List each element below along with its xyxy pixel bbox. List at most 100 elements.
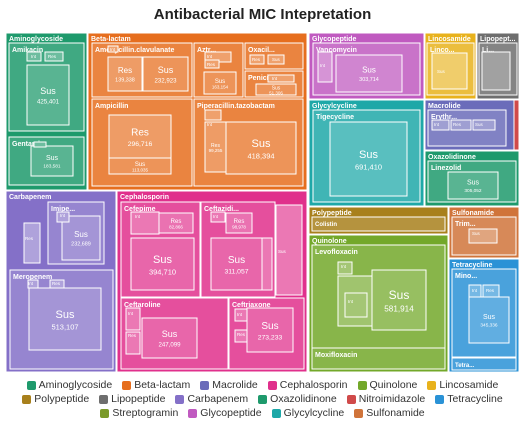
sub-tile-30 <box>468 228 498 244</box>
legend-item-lincosamide[interactable]: Lincosamide <box>427 379 498 392</box>
group-nitroimidazole <box>513 99 520 151</box>
tile-value-ceftazidi-res: 98,978 <box>232 225 246 230</box>
drug-label-amoxycillin-clavulanate: Amoxycillin.clavulanate <box>95 47 174 54</box>
sub-tile-24 <box>125 307 141 331</box>
sub-tile-23 <box>275 204 303 296</box>
tile-label-amoxycillin-clavulanate-res: Res <box>118 66 132 75</box>
group-label-cephalosporin: Cephalosporin <box>120 194 169 201</box>
drug-label-levofloxacin: Levofloxacin <box>315 249 358 256</box>
legend-swatch-oxazolidinone <box>258 395 268 404</box>
legend-item-tetracycline[interactable]: Tetracycline <box>435 393 503 406</box>
legend-item-nitroimidazole[interactable]: Nitroimidazole <box>346 393 425 406</box>
sub-tile-6 <box>249 54 265 65</box>
legend-swatch-aminoglycoside <box>26 381 36 390</box>
legend-item-glycylcycline[interactable]: Glycylcycline <box>271 407 344 420</box>
sub-tile-9 <box>204 109 222 121</box>
chart-title: Antibacterial MIC Intepretation <box>153 6 372 23</box>
legend-item-quinolone[interactable]: Quinolone <box>357 379 418 392</box>
legend: Aminoglycoside Beta-lactam Macrolide Cephal… <box>6 379 519 421</box>
legend-swatch-lincosamide <box>427 381 437 390</box>
tile-label-ampicillin-sus: Sus <box>135 162 145 168</box>
tile-label-mino-sus: Sus <box>483 314 496 321</box>
tiny-label-1: Res <box>48 54 57 59</box>
tiny-label-17: Sus <box>278 249 287 254</box>
legend-item-macrolide[interactable]: Macrolide <box>200 379 258 392</box>
legend-swatch-carbapenem <box>175 395 185 404</box>
drug-tetra <box>451 357 517 371</box>
drug-label-ampicillin: Ampicillin <box>95 103 128 110</box>
tiny-label-18: Int <box>237 312 243 317</box>
legend-label-quinolone: Quinolone <box>369 379 418 391</box>
tile-value-amoxycillin-clavulanate-sus: 232,923 <box>154 78 177 85</box>
group-label-glycopeptide: Glycopeptide <box>312 36 356 43</box>
tile-mino-sus <box>468 296 510 344</box>
tile-piperacillin-tazobactam-sus <box>225 121 297 175</box>
group-label-oxazolidinone: Oxazolidinone <box>428 154 476 161</box>
drug-label-tetra: Tetra... <box>455 363 475 369</box>
tiny-label-8: Int <box>207 122 213 127</box>
tiny-label-13: Int <box>135 214 141 219</box>
drug-moxifloxacin <box>311 347 446 370</box>
drug-label-trim: Trim... <box>455 221 476 228</box>
legend-item-polypeptide[interactable]: Polypeptide <box>22 393 89 406</box>
drug-label-linezolid: Linezolid <box>431 165 461 172</box>
drug-label-cefepime: Cefepime <box>124 206 156 213</box>
drug-label-oxacil: Oxacil... <box>248 47 275 54</box>
tile-label-meropenem-sus: Sus <box>56 309 75 321</box>
legend-item-streptogramin[interactable]: Streptogramin <box>100 407 178 420</box>
tile-levofloxacin-sus <box>371 269 427 331</box>
tiny-label-24: Sus <box>475 122 484 127</box>
sub-tile-1 <box>44 51 64 62</box>
legend-label-tetracycline: Tetracycline <box>447 393 503 405</box>
tiny-label-6: Sus <box>272 57 281 62</box>
legend-item-lipopeptide[interactable]: Lipopeptide <box>99 393 165 406</box>
sub-tile-3 <box>107 45 119 53</box>
legend-item-glycopeptide[interactable]: Glycopeptide <box>188 407 262 420</box>
tile-amoxycillin-clavulanate-res <box>107 56 143 92</box>
legend-swatch-polypeptide <box>22 395 32 404</box>
legend-swatch-streptogramin <box>100 409 110 418</box>
tile-label-tigecycline-sus: Sus <box>359 149 378 161</box>
legend-item-carbapenem[interactable]: Carbapenem <box>175 393 248 406</box>
legend-label-lincosamide: Lincosamide <box>439 379 499 391</box>
group-label-lincosamide: Lincosamide <box>428 36 471 43</box>
drug-label-tigecycline: Tigecycline <box>316 114 354 121</box>
sub-tile-22 <box>261 237 273 291</box>
tile-meropenem-sus <box>28 287 102 351</box>
group-label-tetracycline: Tetracycline <box>452 262 492 269</box>
legend-item-aminoglycoside[interactable]: Aminoglycoside <box>26 379 112 392</box>
tile-value-mino-sus: 345,336 <box>480 323 498 329</box>
tiny-label-23: Res <box>453 122 462 127</box>
sub-tile-20 <box>130 211 160 235</box>
tile-label-cefepime-res: Res <box>171 219 182 225</box>
legend-label-oxazolidinone: Oxazolidinone <box>270 393 337 405</box>
sub-tile-31 <box>468 284 482 298</box>
tile-imipe-sus <box>61 215 101 261</box>
legend-label-beta-lactam: Beta-lactam <box>134 379 191 391</box>
tiny-label-9: Int <box>28 281 34 286</box>
tile-ceftaroline-sus <box>141 317 198 359</box>
tile-value-piperacillin-tazobactam-res: 99,255 <box>209 148 223 153</box>
legend-item-beta-lactam[interactable]: Beta-lactam <box>122 379 190 392</box>
tile-label-ceftazidi-res: Res <box>234 219 245 225</box>
drug-label-mino: Mino... <box>455 273 477 280</box>
sub-tile-29 <box>344 292 368 318</box>
group-label-carbapenem: Carbapenem <box>9 194 51 201</box>
sub-tile-18 <box>27 279 39 289</box>
drug-label-piperacillin-tazobactam: Piperacillin.tazobactam <box>197 103 275 110</box>
sub-tile-26 <box>234 308 248 322</box>
tile-value-piperacillin-tazobactam-sus: 418,394 <box>248 151 275 160</box>
tiny-label-12: Res <box>25 236 34 241</box>
tile-ceftriaxone-sus <box>246 307 294 353</box>
legend-item-cephalosporin[interactable]: Cephalosporin <box>267 379 348 392</box>
drug-label-linco: Linco... <box>430 47 455 54</box>
tile-label-vancomycin-sus: Sus <box>362 66 376 75</box>
tile-label-imipe-sus: Sus <box>74 230 88 239</box>
drug-label-erythr: Erythr... <box>431 114 457 121</box>
legend-item-sulfonamide[interactable]: Sulfonamide <box>354 407 425 420</box>
tile-value-vancomycin-sus: 303,714 <box>359 77 379 83</box>
legend-item-oxazolidinone[interactable]: Oxazolidinone <box>258 393 337 406</box>
drug-label-imipe: Imipe... <box>51 206 75 213</box>
tile-tigecycline-sus <box>329 121 408 197</box>
tile-value-ampicillin-res: 296,716 <box>128 141 153 148</box>
